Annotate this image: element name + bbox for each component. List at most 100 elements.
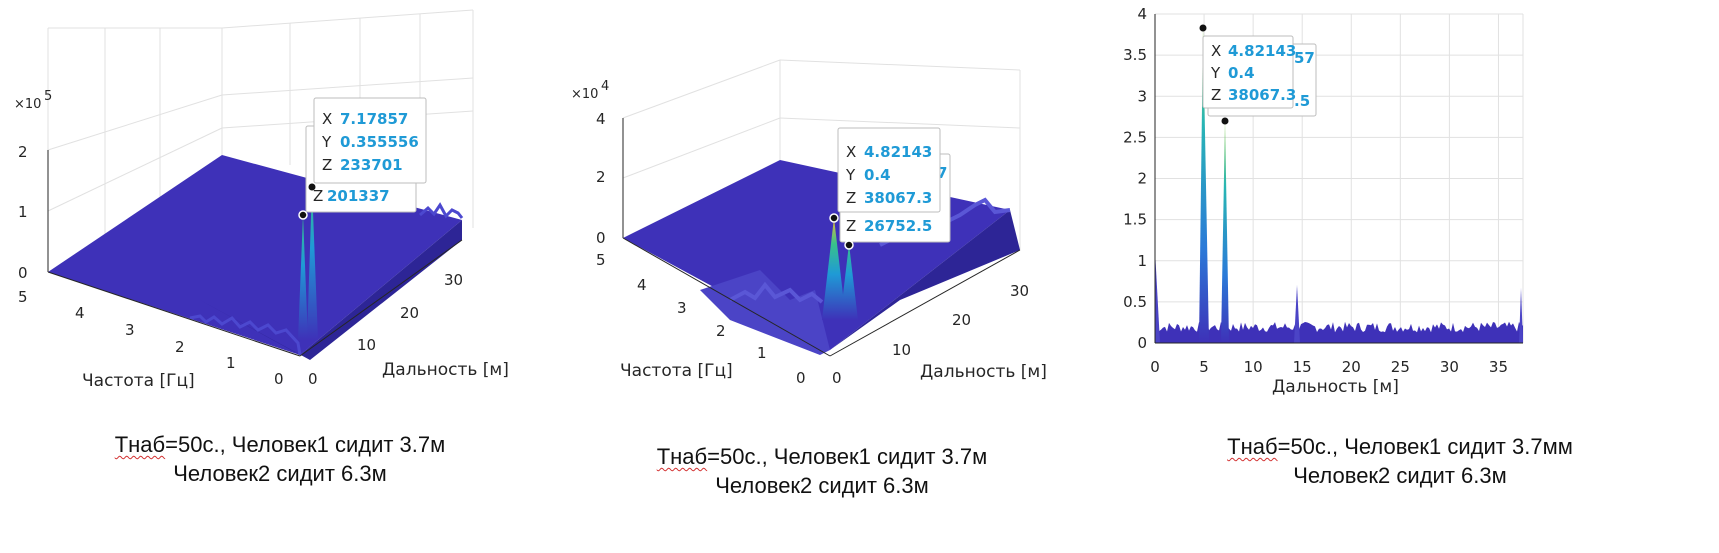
plot2-y-tick: 5 <box>596 251 606 269</box>
svg-text:Z: Z <box>313 187 323 205</box>
plot2-datatip-front[interactable]: X 4.82143 Y 0.4 Z 38067.3 <box>837 127 941 213</box>
plot3-x-tick: 15 <box>1293 358 1312 376</box>
plot2-x-tick: 0 <box>832 369 842 387</box>
plot2-y-tick: 1 <box>757 344 767 362</box>
plot3-datatip-marker[interactable] <box>1221 117 1229 125</box>
plot2-datatip-back-partial: 7 <box>937 164 947 182</box>
plot1-x-tick: 30 <box>444 271 463 289</box>
plot3-datatip-back-partial-bottom: .5 <box>1294 92 1310 110</box>
plot2-xlabel: Дальность [м] <box>920 362 1047 382</box>
caption-1-underlined: Тнаб <box>114 432 166 457</box>
plot2-datatip-marker[interactable] <box>844 240 854 250</box>
plot1-datatip-marker[interactable] <box>298 210 308 220</box>
plot2-z-tick: 2 <box>596 168 606 186</box>
plot1-y-tick: 1 <box>226 354 236 372</box>
plot3-x-tick: 20 <box>1342 358 1361 376</box>
plot3-y-tick: 0.5 <box>1123 293 1147 311</box>
plot3-x-tick: 10 <box>1244 358 1263 376</box>
plot3-x-tick: 35 <box>1489 358 1508 376</box>
plot3-y-tick: 1 <box>1137 252 1147 270</box>
caption-2-underlined: Тнаб <box>656 444 708 469</box>
plot1-x-axis <box>299 239 463 357</box>
caption-3-line2: Человек2 сидит 6.3м <box>1293 463 1507 488</box>
plot2-y-tick: 3 <box>677 299 687 317</box>
svg-text:Z: Z <box>846 217 856 235</box>
caption-1-line1: =50с., Человек1 сидит 3.7м <box>165 432 446 457</box>
plot3-datatip-y: 0.4 <box>1228 64 1255 82</box>
plot3-y-tick: 3 <box>1137 87 1147 105</box>
plot3-y-tick: 3.5 <box>1123 46 1147 64</box>
plot1-y-tick: 3 <box>125 321 135 339</box>
plot2-y-tick: 4 <box>637 276 647 294</box>
caption-3-underlined: Тнаб <box>1227 434 1278 459</box>
svg-text:X: X <box>1211 42 1221 60</box>
plot2-x-tick: 30 <box>1010 282 1029 300</box>
plot1-y-tick: 0 <box>274 370 284 388</box>
plot2-datatip-z: 38067.3 <box>864 189 932 207</box>
plot2-x-axis <box>829 249 1021 357</box>
svg-text:Y: Y <box>1210 64 1221 82</box>
plot2-y-axis <box>622 237 831 357</box>
plot1-datatip-marker[interactable] <box>308 183 316 191</box>
plot2-x-tick: 20 <box>952 311 971 329</box>
plot3-peak-2 <box>1221 120 1229 343</box>
plot3-xlabel: Дальность [м] <box>1272 377 1399 397</box>
caption-2: Тнаб=50с., Человек1 сидит 3.7м Человек2 … <box>562 442 1082 500</box>
plot2-z-tick: 0 <box>596 229 606 247</box>
plot2-ylabel: Частота [Гц] <box>620 361 733 381</box>
plot3-datatip-z: 38067.3 <box>1228 86 1296 104</box>
plot1-ylabel: Частота [Гц] <box>82 371 195 391</box>
plot1-z-tick: 1 <box>18 203 28 221</box>
svg-text:Z: Z <box>1211 86 1221 104</box>
plot1-datatip-front[interactable]: X 7.17857 Y 0.355556 Z 233701 <box>313 97 427 184</box>
plot2-peak-2 <box>840 244 858 320</box>
plot1-peak-2 <box>307 186 318 340</box>
plot1-x-tick: 0 <box>308 370 318 388</box>
plot1-y-tick: 4 <box>75 304 85 322</box>
plot3-x-tick: 0 <box>1150 358 1160 376</box>
plot1-xlabel: Дальность [м] <box>382 360 509 380</box>
plot1-x-tick: 20 <box>400 304 419 322</box>
svg-text:Y: Y <box>845 166 856 184</box>
plot1-peak-1 <box>298 215 308 340</box>
caption-2-line1: =50с., Человек1 сидит 3.7м <box>707 444 988 469</box>
plot1-y-tick: 5 <box>18 288 28 306</box>
plot1-exponent-power: 5 <box>44 89 52 104</box>
plot3-datatip-front[interactable]: X 4.82143 Y 0.4 Z 38067.3 <box>1202 35 1296 109</box>
plot1-z-tick: 0 <box>18 264 28 282</box>
plot3-area <box>1155 321 1523 343</box>
plot3-y-tick: 2 <box>1137 170 1147 188</box>
plot3-x-tick: 30 <box>1440 358 1459 376</box>
plot3-datatip-marker[interactable] <box>1199 24 1207 32</box>
plot2-z-tick: 4 <box>596 110 606 128</box>
plot1-datatip-z: 233701 <box>340 156 403 174</box>
plot1-y-axis <box>47 271 301 357</box>
plot3-grid <box>1154 13 1524 344</box>
caption-2-line2: Человек2 сидит 6.3м <box>715 473 929 498</box>
plot1-datatip-back-z: 201337 <box>327 187 390 205</box>
plot2-datatip-x: 4.82143 <box>864 143 932 161</box>
caption-1-line2: Человек2 сидит 6.3м <box>173 461 387 486</box>
plot3-y-tick: 0 <box>1137 334 1147 352</box>
plot2-datatip-back-z: 26752.5 <box>864 217 932 235</box>
plot1-z-tick: 2 <box>18 143 28 161</box>
plot3-y-tick: 2.5 <box>1123 128 1147 146</box>
plot1-datatip-x: 7.17857 <box>340 110 408 128</box>
area-plot-3: 0 0.5 1 1.5 2 2.5 3 3.5 4 0 5 10 15 20 25 30 35 Дальнос… <box>1123 5 1524 397</box>
caption-3-line1: =50с., Человек1 сидит 3.7мм <box>1277 434 1573 459</box>
plot3-datatip-back-partial-top: 57 <box>1294 49 1315 67</box>
svg-text:Y: Y <box>321 133 332 151</box>
plot3-y-tick: 4 <box>1137 5 1147 23</box>
plot1-x-tick: 10 <box>357 336 376 354</box>
plot2-datatip-y: 0.4 <box>864 166 891 184</box>
plot2-datatip-marker[interactable] <box>829 213 839 223</box>
plot1-y-tick: 2 <box>175 338 185 356</box>
plot3-y-tick: 1.5 <box>1123 211 1147 229</box>
svg-text:Z: Z <box>846 189 856 207</box>
plot2-exponent: ×10 <box>571 87 598 102</box>
plot2-peak-1 <box>822 218 846 320</box>
plot1-exponent: ×10 <box>14 97 41 112</box>
svg-text:Z: Z <box>322 156 332 174</box>
plot3-datatip-x: 4.82143 <box>1228 42 1296 60</box>
